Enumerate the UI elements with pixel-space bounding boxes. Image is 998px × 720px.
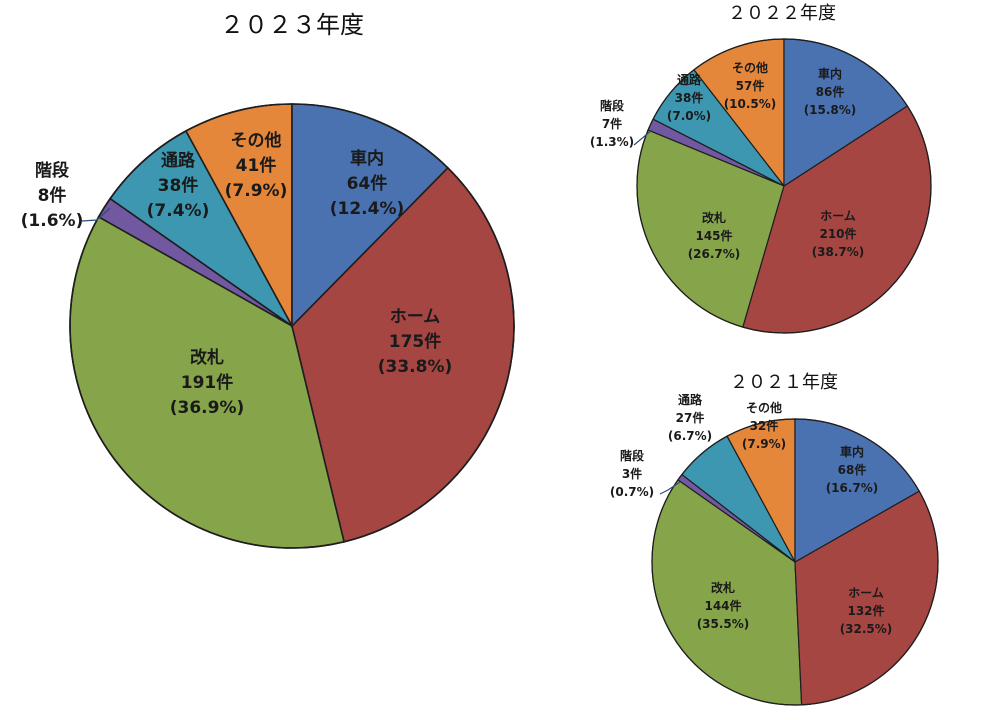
chart-title-2023: ２０２３年度	[220, 11, 364, 39]
slice-label-2021-3: 階段 3件(0.7%)	[610, 448, 654, 499]
pie-outline-2021	[651, 418, 939, 706]
slice-label-2021-5: その他 32件(7.9%)	[742, 400, 786, 451]
pie-outline-2022	[636, 38, 932, 334]
slice-label-2021-1: ホーム 132件(32.5%)	[840, 586, 893, 636]
slice-label-2023-2: 改札 191件(36.9%)	[170, 347, 245, 418]
slice-label-2022-2: 改札 145件(26.7%)	[688, 210, 741, 261]
slice-label-2023-5: その他 41件(7.9%)	[225, 130, 288, 201]
slice-label-2022-0: 車内 86件(15.8%)	[804, 66, 857, 117]
slice-label-2023-0: 車内 64件(12.4%)	[330, 148, 405, 219]
pie-chart-2023: ２０２３年度 車内 64件(12.4%) ホーム 175件(33.8%) 改札 191件(…	[21, 11, 515, 549]
slice-label-2021-0: 車内 68件(16.7%)	[826, 444, 879, 495]
slice-label-2021-4: 通路 27件(6.7%)	[668, 392, 712, 443]
slice-label-2021-2: 改札 144件(35.5%)	[697, 580, 750, 631]
slice-label-2023-4: 通路 38件(7.4%)	[147, 150, 210, 221]
slice-label-2023-3: 階段 8件(1.6%)	[21, 160, 84, 231]
leader-line-2022	[633, 129, 653, 146]
pie-chart-2021: ２０２１年度 車内 68件(16.7%) ホーム 132件(32.5%) 改札 144件(…	[610, 372, 939, 706]
slice-label-2022-3: 階段 7件(1.3%)	[590, 98, 634, 149]
chart-title-2021: ２０２１年度	[730, 372, 838, 393]
slice-label-2022-1: ホーム 210件(38.7%)	[812, 209, 865, 259]
slice-label-2022-5: その他 57件(10.5%)	[724, 60, 777, 111]
leader-line-2021	[659, 481, 681, 495]
chart-title-2022: ２０２２年度	[728, 3, 836, 24]
slice-label-2023-1: ホーム 175件(33.8%)	[378, 307, 453, 377]
pie-outline-2023	[69, 103, 515, 549]
slice-label-2022-4: 通路 38件(7.0%)	[667, 72, 711, 123]
pie-chart-2022: ２０２２年度 車内 86件(15.8%) ホーム 210件(38.7%) 改札 145件(…	[590, 3, 932, 334]
leader-line-2023	[81, 207, 111, 222]
